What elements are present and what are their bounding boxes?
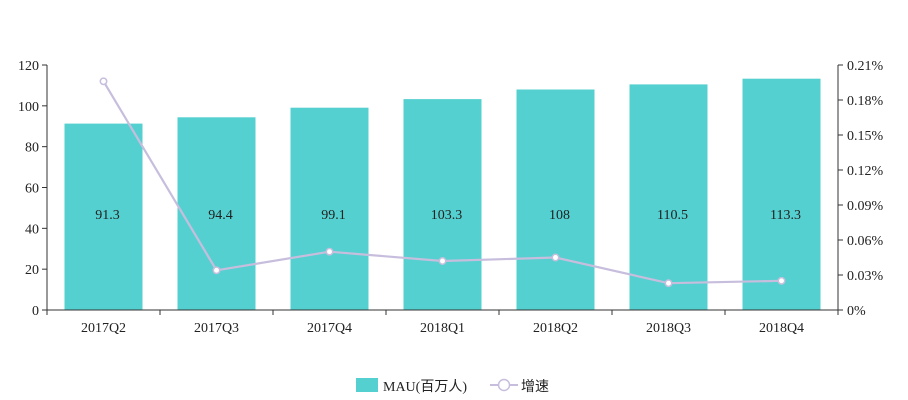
legend-line-label: 增速 bbox=[521, 379, 549, 395]
axes-layer: 0 20 40 60 80 100 120 0% 0.03% 0.06% 0.09% 0.12% 0.1… bbox=[18, 59, 884, 336]
y-left-tick-label: 120 bbox=[18, 59, 39, 74]
x-tick-label: 2018Q4 bbox=[759, 321, 804, 336]
y-right-tick-label: 0.03% bbox=[847, 269, 884, 284]
bar-data-label: 108 bbox=[549, 208, 570, 223]
bar-2018Q1 bbox=[403, 99, 482, 310]
x-tick-label: 2017Q2 bbox=[81, 321, 126, 336]
x-tick-label: 2017Q3 bbox=[194, 321, 239, 336]
growth-point-2017Q2 bbox=[99, 77, 108, 86]
bar-data-label: 91.3 bbox=[95, 208, 120, 223]
bar-data-label: 110.5 bbox=[657, 208, 688, 223]
y-left-tick-label: 0 bbox=[32, 304, 39, 319]
legend-line-marker bbox=[497, 378, 511, 392]
bars-layer bbox=[64, 78, 821, 311]
y-left-tick-label: 100 bbox=[18, 100, 39, 115]
y-right-tick-label: 0.12% bbox=[847, 164, 884, 179]
x-tick-label: 2018Q1 bbox=[420, 321, 465, 336]
x-tick-label: 2017Q4 bbox=[307, 321, 352, 336]
growth-point-2018Q1 bbox=[438, 257, 447, 265]
bar-2017Q4 bbox=[290, 107, 369, 310]
y-left-tick-label: 80 bbox=[25, 141, 39, 156]
growth-point-2018Q2 bbox=[551, 253, 560, 262]
growth-point-2018Q3 bbox=[664, 279, 673, 288]
y-left-tick-label: 60 bbox=[25, 182, 39, 197]
y-left-tick-label: 20 bbox=[25, 263, 39, 278]
y-right-tick-label: 0.09% bbox=[847, 199, 884, 214]
labels-layer: 91.3 94.4 99.1 103.3 108 110.5 113.3 bbox=[95, 208, 801, 223]
bar-2017Q3 bbox=[177, 117, 256, 310]
legend-bar-label: MAU(百万人) bbox=[383, 379, 467, 395]
bar-data-label: 113.3 bbox=[770, 208, 801, 223]
bar-data-label: 103.3 bbox=[431, 208, 463, 223]
bar-2017Q2 bbox=[64, 123, 143, 310]
y-right-tick-label: 0% bbox=[847, 304, 866, 319]
legend: MAU(百万人) 增速 bbox=[356, 378, 549, 395]
growth-point-2018Q4 bbox=[777, 276, 786, 285]
x-tick-label: 2018Q3 bbox=[646, 321, 691, 336]
line-layer bbox=[99, 77, 786, 288]
bar-2018Q4 bbox=[742, 78, 821, 310]
bar-data-label: 99.1 bbox=[321, 208, 346, 223]
legend-bar-swatch bbox=[356, 378, 378, 392]
y-right-tick-label: 0.15% bbox=[847, 129, 884, 144]
bar-2018Q2 bbox=[516, 89, 595, 310]
y-left-tick-label: 40 bbox=[25, 222, 39, 237]
growth-point-2017Q3 bbox=[212, 266, 221, 275]
bar-data-label: 94.4 bbox=[208, 208, 233, 223]
y-right-tick-label: 0.06% bbox=[847, 234, 884, 249]
y-right-tick-label: 0.18% bbox=[847, 94, 884, 109]
growth-point-2017Q4 bbox=[325, 247, 334, 256]
x-tick-label: 2018Q2 bbox=[533, 321, 578, 336]
bar-2018Q3 bbox=[629, 84, 708, 311]
y-right-tick-label: 0.21% bbox=[847, 59, 884, 74]
